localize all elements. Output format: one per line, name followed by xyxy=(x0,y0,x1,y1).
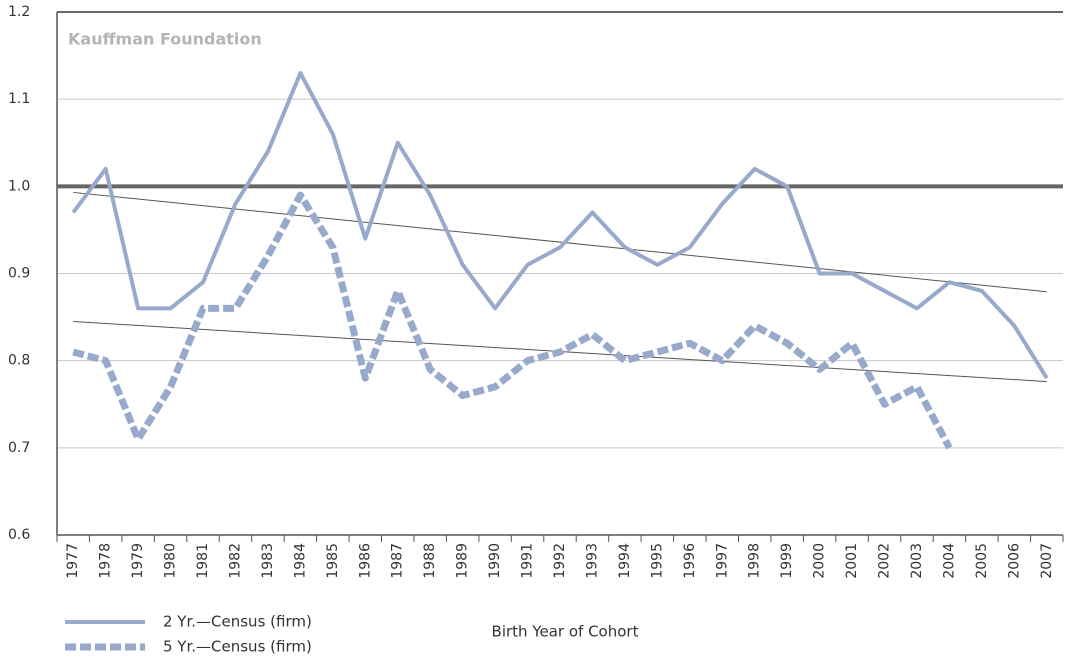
x-tick-label: 1994 xyxy=(617,543,633,579)
x-tick-label: 1997 xyxy=(714,543,730,579)
x-tick-label: 1999 xyxy=(779,543,795,579)
x-tick-label: 1980 xyxy=(163,543,179,579)
x-tick-label: 1984 xyxy=(292,543,308,579)
x-tick-label: 1987 xyxy=(390,543,406,579)
y-tick-label: 0.9 xyxy=(8,266,30,282)
legend-label: 2 Yr.—Census (firm) xyxy=(163,613,312,631)
y-tick-label: 1.1 xyxy=(8,91,30,107)
y-tick-label: 0.6 xyxy=(8,527,30,543)
x-tick-label: 2000 xyxy=(812,543,828,579)
x-tick-label: 1988 xyxy=(422,543,438,579)
x-tick-label: 1993 xyxy=(584,543,600,579)
x-tick-label: 2004 xyxy=(941,543,957,579)
x-tick-label: 1998 xyxy=(747,543,763,579)
x-tick-label: 1989 xyxy=(455,543,471,579)
x-tick-label: 2001 xyxy=(844,543,860,579)
x-axis-label: Birth Year of Cohort xyxy=(492,623,639,641)
dashed-series-line xyxy=(72,191,953,450)
x-tick-label: 1992 xyxy=(552,543,568,579)
x-tick-label: 2005 xyxy=(974,543,990,579)
x-tick-label: 1979 xyxy=(130,543,146,579)
x-tick-label: 1990 xyxy=(487,543,503,579)
x-tick-label: 2007 xyxy=(1039,543,1055,579)
x-tick-label: 1977 xyxy=(65,543,81,579)
series-line xyxy=(71,71,1049,380)
x-tick-label: 1981 xyxy=(195,543,211,579)
x-tick-label: 1991 xyxy=(520,543,536,579)
x-tick-label: 1986 xyxy=(357,543,373,579)
x-tick-label: 1983 xyxy=(260,543,276,579)
x-tick-label: 2002 xyxy=(877,543,893,579)
legend-label: 5 Yr.—Census (firm) xyxy=(163,638,312,656)
x-tick-label: 1978 xyxy=(98,543,114,579)
x-tick-label: 1996 xyxy=(682,543,698,579)
x-tick-label: 1982 xyxy=(227,543,243,579)
x-tick-label: 1995 xyxy=(649,543,665,579)
y-tick-label: 0.7 xyxy=(8,440,30,456)
x-tick-label: 2003 xyxy=(909,543,925,579)
y-tick-label: 1.2 xyxy=(8,4,30,20)
x-tick-label: 2006 xyxy=(1006,543,1022,579)
annotation: Kauffman Foundation xyxy=(68,30,262,49)
y-tick-label: 0.8 xyxy=(8,353,30,369)
x-tick-label: 1985 xyxy=(325,543,341,579)
y-tick-label: 1.0 xyxy=(8,178,30,194)
